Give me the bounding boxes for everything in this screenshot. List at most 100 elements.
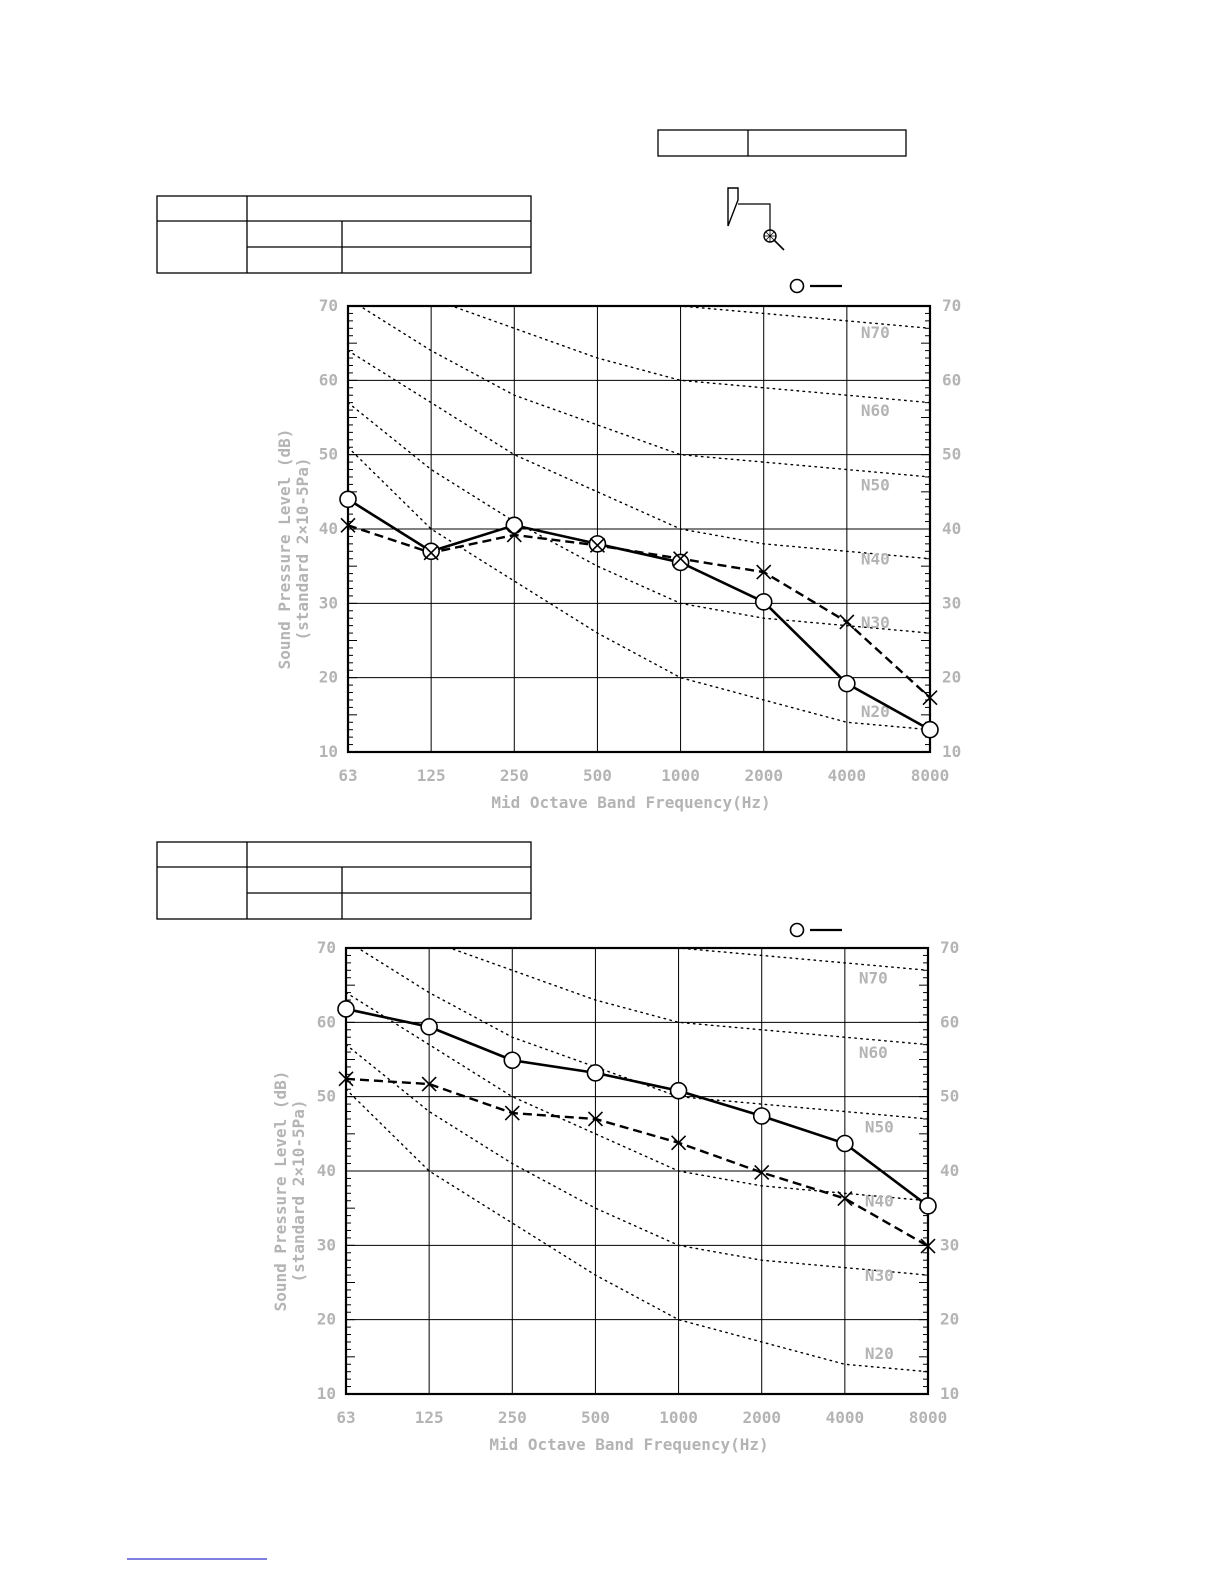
condition-table-2	[156, 841, 532, 920]
x-tick-label: 500	[583, 766, 612, 785]
data-point-x	[754, 1164, 770, 1181]
data-point-circle	[422, 542, 440, 561]
y-tick-label-right: 70	[940, 938, 959, 957]
y-tick-label-left: 20	[319, 668, 338, 687]
y-tick-label-left: 70	[317, 938, 336, 957]
y-tick-label-right: 10	[940, 1384, 959, 1403]
nc-label-n20: N20	[865, 1344, 894, 1363]
data-point-x	[423, 545, 439, 561]
data-point-x-stroke	[922, 690, 938, 706]
data-point-x-stroke	[671, 1135, 687, 1151]
nc-curve-n60	[447, 948, 928, 1046]
y-axis-title: Sound Pressure Level (dB)	[275, 429, 294, 670]
y-tick-label-right: 60	[942, 370, 961, 389]
data-point-x	[756, 564, 772, 580]
nc-curves	[346, 948, 928, 1373]
x-axis-title: Mid Octave Band Frequency(Hz)	[489, 1435, 768, 1454]
data-point-x-stroke	[837, 1190, 853, 1207]
nc-label-n50: N50	[865, 1117, 894, 1136]
data-point-circle	[838, 674, 856, 693]
x-tick-label: 4000	[826, 1408, 865, 1427]
data-point-circle	[420, 1017, 438, 1036]
nc-curves	[348, 306, 930, 731]
series-line-dashed	[347, 524, 931, 699]
data-point-x-stroke	[920, 1238, 936, 1254]
y-tick-label-right: 60	[940, 1012, 959, 1031]
data-point-x-stroke	[587, 1111, 603, 1127]
y-tick-label-left: 40	[319, 519, 338, 538]
data-point-x-stroke	[338, 1071, 354, 1087]
microphone-icon	[727, 187, 785, 251]
data-point-x-stroke	[839, 614, 855, 630]
data-point-circle	[671, 553, 690, 572]
x-tick-label: 63	[336, 1408, 355, 1427]
data-point-x	[340, 517, 356, 533]
plot-frame	[346, 304, 932, 754]
y-axis-subtitle: (standard 2×10-5Pa)	[293, 457, 312, 640]
nc-label-n30: N30	[865, 1266, 894, 1285]
data-point-circle	[921, 720, 939, 739]
data-point-x	[673, 551, 689, 567]
x-tick-label: 125	[417, 766, 446, 785]
nc-label-n70: N70	[859, 969, 888, 988]
x-tick-label: 8000	[911, 766, 950, 785]
data-point-x-stroke	[340, 517, 356, 533]
x-tick-label: 250	[500, 766, 529, 785]
y-tick-label-left: 20	[317, 1310, 336, 1329]
y-tick-label-right: 40	[942, 519, 961, 538]
nc-curve-n40	[346, 991, 928, 1202]
y-tick-label-left: 30	[317, 1235, 336, 1254]
plot-frame	[344, 946, 930, 1396]
y-tick-label-right: 30	[940, 1235, 959, 1254]
data-point-x-stroke	[504, 1105, 520, 1121]
nc-label-n30: N30	[861, 613, 890, 632]
data-point-x-stroke	[673, 551, 689, 567]
nc-curve-n20	[346, 1088, 928, 1373]
y-tick-label-left: 50	[317, 1087, 336, 1106]
y-tick-label-left: 10	[319, 742, 338, 761]
data-point-x-stroke	[756, 564, 772, 580]
y-tick-label-right: 40	[940, 1161, 959, 1180]
y-axis-title: Sound Pressure Level (dB)	[271, 1071, 290, 1312]
x-tick-label: 63	[338, 766, 357, 785]
y-tick-label-right: 10	[942, 742, 961, 761]
data-point-x-stroke	[421, 1076, 437, 1092]
y-tick-label-right: 20	[942, 668, 961, 687]
series-line-dashed	[345, 1077, 929, 1248]
y-tick-label-left: 50	[319, 445, 338, 464]
data-point-circle	[588, 535, 607, 553]
nc-label-n60: N60	[859, 1043, 888, 1062]
y-tick-label-left: 10	[317, 1384, 336, 1403]
nc-label-n60: N60	[861, 401, 890, 420]
y-axis-subtitle: (standard 2×10-5Pa)	[289, 1099, 308, 1282]
y-tick-label-left: 60	[317, 1012, 336, 1031]
legend-1	[789, 278, 842, 294]
x-tick-label: 4000	[828, 766, 867, 785]
series-line-solid	[345, 1007, 929, 1207]
nc-curve-n70	[670, 948, 928, 971]
data-point-circle	[754, 593, 773, 611]
nc-label-n40: N40	[865, 1192, 894, 1211]
data-point-x	[338, 1071, 354, 1087]
data-point-x	[920, 1238, 936, 1254]
nc-label-n70: N70	[861, 323, 890, 342]
y-tick-label-right: 30	[942, 593, 961, 612]
data-point-circle	[669, 1081, 688, 1100]
data-point-x	[506, 527, 522, 543]
nc-label-n40: N40	[861, 550, 890, 569]
data-point-circle	[919, 1197, 937, 1215]
y-tick-label-right: 20	[940, 1310, 959, 1329]
nc-curve-n60	[449, 306, 930, 404]
x-tick-label: 250	[498, 1408, 527, 1427]
data-point-x	[504, 1105, 520, 1121]
x-tick-label: 1000	[661, 766, 700, 785]
data-point-circle	[752, 1107, 771, 1125]
y-tick-label-right: 70	[942, 296, 961, 315]
y-tick-label-right: 50	[940, 1087, 959, 1106]
x-tick-label: 8000	[909, 1408, 948, 1427]
data-point-x	[421, 1076, 437, 1092]
x-tick-label: 500	[581, 1408, 610, 1427]
y-tick-label-left: 30	[319, 593, 338, 612]
